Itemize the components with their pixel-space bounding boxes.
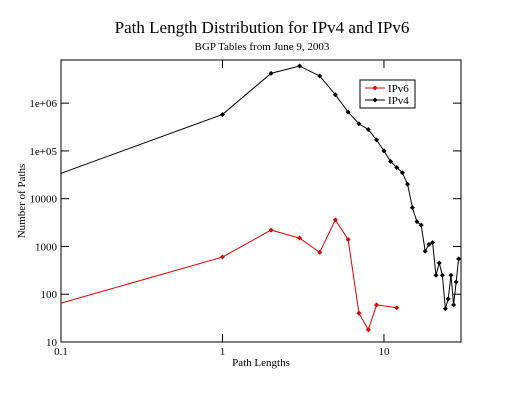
data-point <box>388 159 394 165</box>
data-point <box>414 219 420 225</box>
series-line <box>60 218 397 332</box>
y-tick-label: 10000 <box>30 194 58 206</box>
data-point <box>317 249 323 255</box>
data-point <box>394 164 400 170</box>
data-point <box>374 137 380 143</box>
data-point <box>430 240 436 246</box>
data-point <box>332 92 338 98</box>
chart-title: Path Length Distribution for IPv4 and IP… <box>115 18 410 37</box>
data-point <box>426 241 432 247</box>
legend-marker <box>372 85 378 91</box>
data-point <box>448 272 454 278</box>
data-point <box>374 302 380 308</box>
legend-marker <box>372 97 378 103</box>
data-point <box>297 235 303 241</box>
data-point <box>345 109 351 115</box>
data-point <box>345 236 351 242</box>
legend-label: IPv4 <box>388 95 409 107</box>
data-point <box>297 63 303 69</box>
data-point <box>365 327 371 333</box>
data-point <box>356 310 362 316</box>
data-point <box>394 305 400 311</box>
x-tick-label: 10 <box>378 346 390 358</box>
data-point <box>453 279 459 285</box>
y-tick-label: 1000 <box>35 241 58 253</box>
x-axis-label: Path Lengths <box>232 357 290 369</box>
data-point <box>399 170 405 176</box>
x-tick-label: 1 <box>220 346 226 358</box>
y-tick-label: 100 <box>41 289 58 301</box>
data-point <box>442 306 448 312</box>
data-point <box>405 181 411 187</box>
data-point <box>219 254 225 260</box>
y-tick-label: 1e+05 <box>29 146 57 158</box>
data-point <box>365 127 371 133</box>
data-point <box>445 296 451 302</box>
plot-frame <box>60 59 462 343</box>
data-point <box>456 256 462 262</box>
data-point <box>422 248 428 254</box>
legend-label: IPv6 <box>388 83 409 95</box>
data-point <box>409 205 415 211</box>
data-point <box>451 302 457 308</box>
data-point <box>381 148 387 154</box>
data-point <box>418 222 424 228</box>
data-point <box>356 121 362 127</box>
x-tick-label: 0.1 <box>54 346 68 358</box>
data-point <box>317 73 323 79</box>
data-point <box>268 70 274 76</box>
chart-subtitle: BGP Tables from June 9, 2003 <box>195 41 330 53</box>
data-point <box>439 272 445 278</box>
y-tick-label: 1e+06 <box>29 98 57 110</box>
data-point <box>436 260 442 266</box>
y-tick-label: 10 <box>46 337 58 349</box>
y-axis-label: Number of Paths <box>16 164 28 239</box>
data-point <box>268 227 274 233</box>
legend-box <box>359 79 416 109</box>
data-point <box>219 111 225 117</box>
data-point <box>332 217 338 223</box>
data-point <box>433 272 439 278</box>
